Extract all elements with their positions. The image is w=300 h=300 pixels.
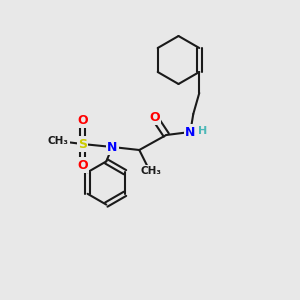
Text: O: O	[149, 110, 160, 124]
Text: N: N	[185, 125, 196, 139]
Text: O: O	[77, 158, 88, 172]
Text: S: S	[78, 137, 87, 151]
Text: CH₃: CH₃	[141, 166, 162, 176]
Text: CH₃: CH₃	[48, 136, 69, 146]
Text: O: O	[77, 113, 88, 127]
Text: N: N	[107, 140, 118, 154]
Text: H: H	[198, 125, 207, 136]
